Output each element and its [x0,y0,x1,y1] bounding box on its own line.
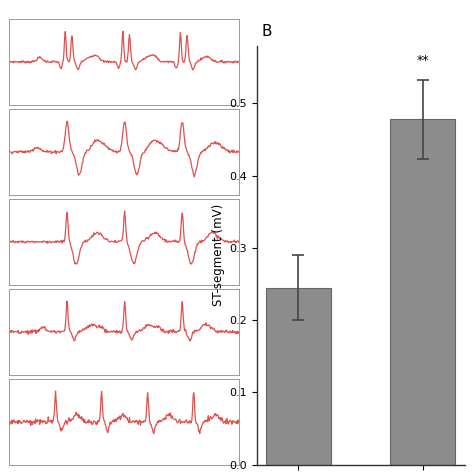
Text: B: B [262,24,272,39]
Y-axis label: ST-segment (mV): ST-segment (mV) [212,204,225,306]
Bar [391,119,455,465]
Bar [266,288,331,465]
Text: **: ** [417,54,429,67]
